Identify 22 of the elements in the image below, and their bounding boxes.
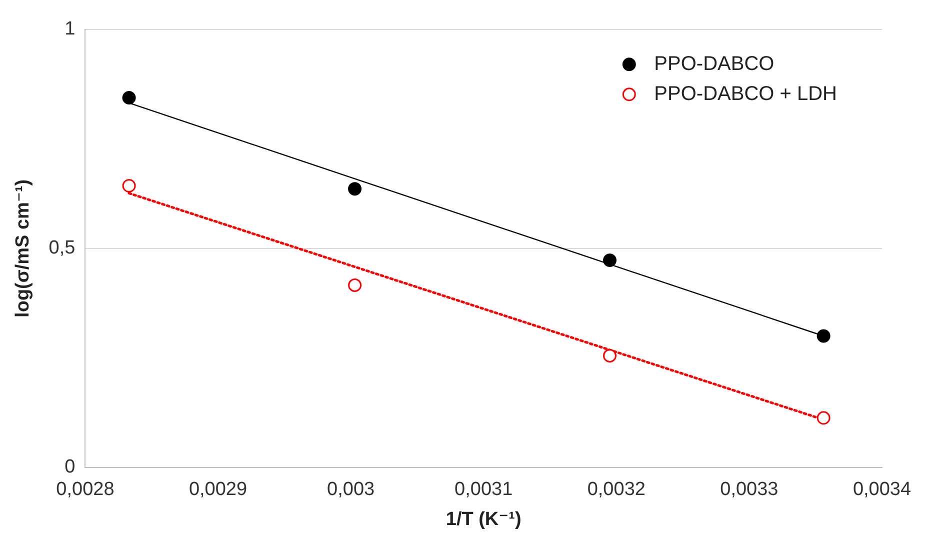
point [603, 253, 617, 267]
x-tick-label: 0,0028 [56, 479, 114, 500]
y-tick-label: 0 [64, 456, 76, 478]
point [348, 182, 362, 196]
x-tick-label: 0,0034 [852, 479, 912, 500]
point [603, 348, 617, 362]
legend-label: PPO-DABCO [654, 52, 774, 75]
point [122, 90, 136, 104]
y-axis-title: log(σ/mS cm⁻¹) [12, 179, 34, 318]
legend-label: PPO-DABCO + LDH [654, 82, 838, 105]
point [816, 411, 830, 425]
x-tick-label: 0,0033 [720, 479, 778, 500]
point [816, 329, 830, 343]
x-axis-title: 1/T (K⁻¹) [446, 508, 522, 530]
y-tick-label: 1 [64, 18, 76, 40]
y-tick-label: 0,5 [48, 238, 76, 259]
x-tick-label: 0,0032 [587, 479, 646, 500]
x-tick-label: 0,0031 [454, 479, 513, 500]
x-tick-label: 0,0029 [188, 479, 248, 500]
point [348, 278, 362, 292]
point [122, 179, 136, 193]
x-tick-label: 0,003 [327, 479, 375, 500]
